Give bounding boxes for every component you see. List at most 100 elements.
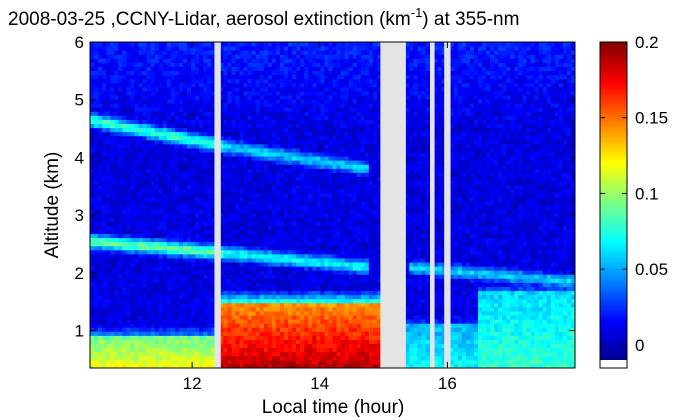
heatmap-cell [170, 310, 176, 316]
heatmap-cell [158, 355, 164, 361]
heatmap-cell [211, 310, 216, 316]
heatmap-cell [336, 249, 342, 255]
heatmap-cell [142, 78, 148, 84]
heatmap-cell [187, 298, 192, 304]
heatmap-cell [182, 164, 188, 169]
heatmap-cell [340, 86, 346, 92]
heatmap-cell [259, 160, 265, 165]
heatmap-cell [150, 152, 156, 157]
heatmap-cell [312, 156, 317, 161]
heatmap-cell [296, 331, 301, 336]
heatmap-cell [223, 237, 228, 243]
heatmap-cell [231, 184, 236, 190]
heatmap-cell [312, 274, 317, 279]
heatmap-cell [195, 335, 200, 340]
heatmap-cell [251, 359, 257, 365]
heatmap-cell [146, 50, 152, 55]
heatmap-cell [247, 152, 253, 157]
heatmap-cell [279, 290, 285, 296]
heatmap-cell [182, 347, 188, 353]
heatmap-cell [187, 245, 192, 251]
heatmap-cell [162, 107, 168, 112]
heatmap-cell [146, 90, 152, 96]
heatmap-cell [154, 331, 160, 336]
heatmap-cell [162, 355, 168, 361]
heatmap-cell [263, 229, 269, 235]
heatmap-cell [312, 257, 317, 263]
heatmap-cell [251, 131, 257, 137]
heatmap-cell [138, 139, 144, 145]
heatmap-cell [235, 347, 241, 353]
heatmap-cell [279, 298, 285, 304]
heatmap-cell [316, 50, 321, 55]
heatmap-cell [219, 253, 224, 259]
heatmap-cell [308, 160, 313, 165]
heatmap-cell [118, 50, 123, 55]
heatmap-cell [296, 147, 301, 153]
heatmap-cell [191, 315, 196, 320]
heatmap-cell [182, 315, 188, 320]
heatmap-cell [284, 347, 289, 353]
heatmap-cell [247, 339, 253, 345]
heatmap-cell [122, 351, 127, 357]
heatmap-cell [174, 270, 180, 275]
heatmap-cell [114, 274, 119, 279]
heatmap-cell [308, 253, 313, 259]
heatmap-cell [296, 225, 301, 230]
heatmap-cell [312, 319, 317, 324]
heatmap-cell [138, 237, 144, 243]
heatmap-cell [211, 188, 216, 194]
heatmap-cell [227, 156, 232, 161]
heatmap-cell [207, 241, 212, 247]
heatmap-cell [203, 253, 208, 259]
heatmap-cell [292, 115, 297, 120]
heatmap-cell [340, 298, 346, 304]
heatmap-cell [134, 180, 139, 186]
heatmap-cell [134, 294, 139, 300]
heatmap-cell [320, 310, 325, 316]
heatmap-cell [292, 143, 297, 149]
heatmap-cell [304, 241, 309, 247]
heatmap-cell [340, 229, 346, 235]
heatmap-cell [300, 160, 305, 165]
heatmap-cell [275, 135, 281, 141]
heatmap-cell [102, 331, 107, 336]
heatmap-cell [288, 298, 293, 304]
heatmap-cell [332, 70, 338, 76]
heatmap-cell [90, 319, 95, 324]
heatmap-cell [263, 62, 269, 67]
heatmap-cell [312, 172, 317, 177]
heatmap-cell [219, 323, 224, 328]
heatmap-cell [187, 363, 192, 369]
heatmap-cell [332, 94, 338, 100]
heatmap-cell [146, 164, 152, 169]
heatmap-cell [195, 282, 200, 288]
heatmap-cell [122, 152, 127, 157]
heatmap-cell [178, 46, 184, 51]
heatmap-cell [142, 310, 148, 316]
heatmap-cell [300, 286, 305, 292]
heatmap-cell [316, 119, 321, 124]
heatmap-cell [110, 115, 115, 120]
heatmap-cell [247, 164, 253, 169]
heatmap-cell [90, 86, 95, 92]
heatmap-cell [142, 139, 148, 145]
heatmap-cell [239, 94, 245, 100]
heatmap-cell [320, 139, 325, 145]
heatmap-cell [259, 180, 265, 186]
heatmap-cell [170, 50, 176, 55]
heatmap-cell [182, 188, 188, 194]
heatmap-cell [207, 127, 212, 133]
heatmap-cell [114, 70, 119, 76]
heatmap-cell [300, 50, 305, 55]
heatmap-cell [296, 266, 301, 271]
heatmap-cell [259, 99, 265, 104]
heatmap-cell [219, 343, 224, 349]
heatmap-cell [94, 237, 99, 243]
heatmap-cell [122, 46, 127, 51]
heatmap-cell [199, 143, 204, 149]
heatmap-cell [284, 245, 289, 251]
heatmap-cell [308, 290, 313, 296]
heatmap-cell [308, 135, 313, 141]
heatmap-cell [178, 119, 184, 124]
